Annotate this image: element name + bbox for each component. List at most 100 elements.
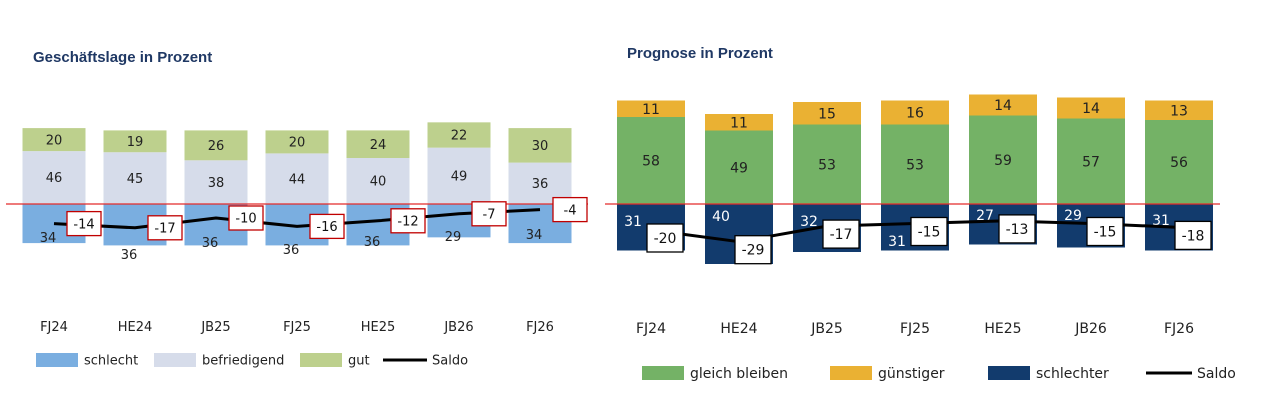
- bar-gut: [184, 130, 248, 161]
- data-label-gleich-bleiben: 57: [1082, 154, 1100, 170]
- data-label-guenstiger: 11: [642, 102, 660, 118]
- saldo-line: [53, 208, 541, 230]
- data-label-schlecht: 34: [40, 231, 57, 246]
- data-label-befriedigend: 40: [370, 175, 387, 190]
- saldo-label-box: [309, 213, 345, 240]
- bar-gut: [103, 130, 167, 153]
- data-label-gut: 20: [46, 133, 63, 148]
- legend-marker-befriedigend: [154, 353, 196, 367]
- legend-label: schlecht: [84, 354, 138, 369]
- bar-guenstiger: [705, 114, 773, 131]
- bar-gut: [22, 128, 86, 152]
- data-label-gut: 20: [289, 136, 306, 151]
- x-tick-label: FJ26: [1164, 321, 1194, 337]
- chart-geschaeftslage: 46 20 34 45 19 36 38 26 36 44 20 36 40 24 36 49 22 29 36 30…: [6, 122, 588, 369]
- bar-befriedigend: [346, 158, 410, 204]
- bar-gleich-bleiben: [881, 124, 949, 204]
- data-label-guenstiger: 15: [818, 106, 836, 122]
- data-label-gut: 30: [532, 139, 549, 154]
- legend-label: befriedigend: [202, 354, 284, 369]
- x-tick-label: JB25: [810, 321, 843, 337]
- saldo-label: -18: [1182, 228, 1205, 244]
- x-tick-label: HE24: [720, 321, 757, 337]
- legend-marker-schlecht: [36, 353, 78, 367]
- saldo-label: -15: [918, 225, 941, 241]
- legend-label: Saldo: [432, 354, 468, 369]
- data-label-gleich-bleiben: 59: [994, 153, 1012, 169]
- bar-gleich-bleiben: [969, 115, 1037, 204]
- x-tick-label: FJ24: [40, 320, 68, 335]
- saldo-label-box: [646, 223, 684, 253]
- saldo-label: -17: [154, 221, 175, 236]
- bar-gut: [508, 128, 572, 163]
- legend-label: gut: [348, 354, 370, 369]
- data-label-schlechter: 31: [624, 214, 642, 230]
- bar-guenstiger: [1057, 97, 1125, 119]
- legend-marker-gut: [300, 353, 342, 367]
- data-label-schlechter: 29: [1064, 208, 1082, 224]
- data-label-gut: 24: [370, 138, 387, 153]
- data-label-schlecht: 36: [202, 236, 219, 251]
- saldo-label-box: [552, 196, 588, 223]
- saldo-label: -16: [316, 220, 337, 235]
- bar-gleich-bleiben: [1145, 120, 1213, 204]
- data-label-gleich-bleiben: 58: [642, 154, 660, 170]
- data-label-guenstiger: 14: [994, 98, 1012, 114]
- bar-guenstiger: [617, 100, 685, 117]
- bar-guenstiger: [1145, 100, 1213, 120]
- data-label-befriedigend: 45: [127, 172, 144, 187]
- bar-gleich-bleiben: [705, 130, 773, 204]
- x-tick-label: FJ25: [283, 320, 311, 335]
- data-label-schlecht: 29: [445, 230, 462, 245]
- chart-title: Prognose in Prozent: [627, 45, 773, 62]
- data-label-schlecht: 34: [526, 228, 543, 243]
- x-tick-label: FJ25: [900, 321, 930, 337]
- bar-guenstiger: [793, 102, 861, 125]
- chart-title: Geschäftslage in Prozent: [33, 49, 213, 66]
- saldo-label-box: [66, 210, 102, 237]
- x-tick-label: JB26: [1074, 321, 1107, 337]
- bar-guenstiger: [969, 94, 1037, 116]
- data-label-gleich-bleiben: 56: [1170, 155, 1188, 171]
- bar-befriedigend: [427, 147, 491, 204]
- legend-marker-guenstiger: [830, 366, 872, 380]
- data-label-befriedigend: 46: [46, 171, 63, 186]
- saldo-label: -13: [1006, 222, 1029, 238]
- saldo-label-box: [471, 201, 507, 227]
- data-label-gleich-bleiben: 53: [906, 157, 924, 173]
- saldo-label-box: [1086, 216, 1124, 247]
- data-label-gleich-bleiben: 49: [730, 160, 748, 176]
- bar-befriedigend: [265, 153, 329, 204]
- saldo-label-box: [1174, 220, 1212, 251]
- legend-label: Saldo: [1197, 366, 1236, 382]
- data-label-gut: 26: [208, 139, 225, 154]
- saldo-label-box: [228, 205, 264, 231]
- saldo-label: -12: [397, 214, 418, 229]
- saldo-label-box: [390, 208, 426, 234]
- data-label-gut: 22: [451, 129, 468, 144]
- x-tick-label: FJ26: [526, 320, 554, 335]
- data-label-schlechter: 40: [712, 209, 730, 225]
- data-label-guenstiger: 16: [906, 106, 924, 122]
- bar-befriedigend: [22, 151, 86, 204]
- chart-panel-geschaeftslage: Geschäftslage in Prozent 46 20 34 45 19 36 38 2…: [0, 0, 590, 412]
- data-label-schlecht: 36: [364, 235, 381, 250]
- bar-guenstiger: [881, 100, 949, 125]
- legend-marker-gleich-bleiben: [642, 366, 684, 380]
- saldo-label-box: [147, 215, 183, 241]
- x-tick-label: HE24: [118, 320, 153, 335]
- data-label-befriedigend: 49: [451, 170, 468, 185]
- saldo-label-box: [998, 214, 1036, 244]
- saldo-label: -4: [564, 203, 577, 218]
- saldo-label: -14: [73, 217, 94, 232]
- chart-panel-prognose: Prognose in Prozent 58 11 31 49 11 40 53 15 32 53…: [600, 0, 1267, 412]
- data-label-schlechter: 31: [888, 234, 906, 250]
- bar-gut: [427, 122, 491, 148]
- legend-label: günstiger: [878, 366, 945, 382]
- x-tick-label: FJ24: [636, 321, 666, 337]
- bar-gleich-bleiben: [617, 117, 685, 204]
- legend-label: schlechter: [1036, 366, 1109, 382]
- x-tick-label: HE25: [361, 320, 396, 335]
- saldo-label-box: [822, 219, 860, 249]
- bar-gut: [346, 130, 410, 158]
